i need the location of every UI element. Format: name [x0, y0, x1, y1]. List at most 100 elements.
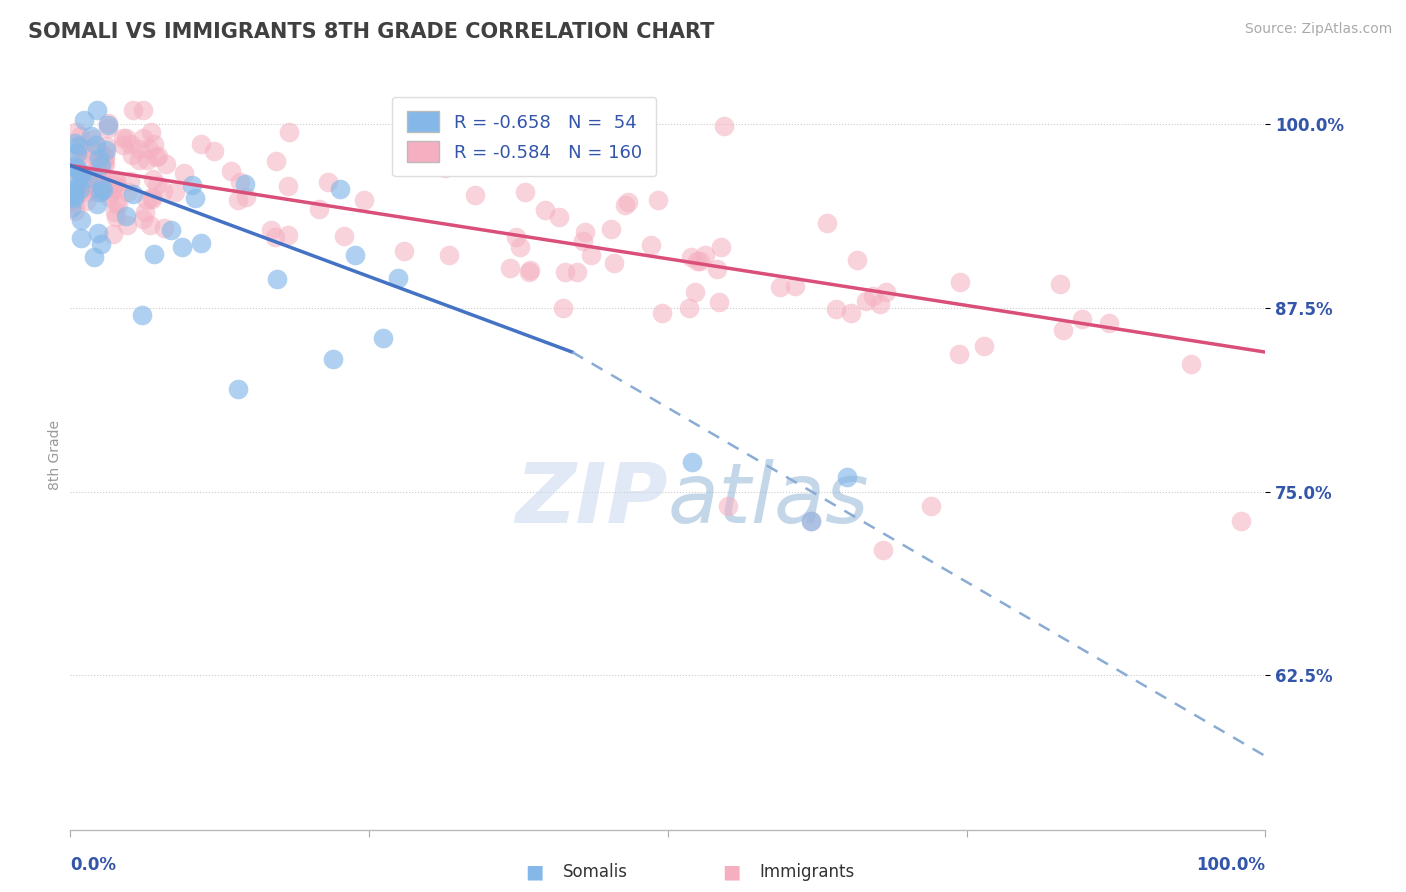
Point: [117, 186, 139, 200]
Point: [689, 254, 711, 268]
Point: [103, 178, 125, 192]
Point: [94, 139, 117, 153]
Point: [685, 285, 707, 299]
Point: [392, 244, 415, 259]
Point: [132, 103, 155, 117]
Point: [89, 163, 111, 178]
Point: [567, 265, 589, 279]
Point: [115, 131, 138, 145]
Point: [90, 168, 112, 182]
Point: [84, 138, 107, 153]
Point: [163, 185, 186, 199]
Point: [226, 382, 249, 396]
Point: [66, 161, 89, 175]
Point: [219, 164, 242, 178]
Point: [153, 220, 176, 235]
Point: [75, 194, 97, 208]
Point: [815, 216, 838, 230]
Point: [122, 103, 145, 117]
Point: [139, 125, 162, 139]
Point: [65, 182, 87, 196]
Point: [90, 154, 112, 169]
Point: [93, 149, 115, 163]
Point: [62, 166, 84, 180]
Point: [264, 229, 287, 244]
Point: [63, 159, 86, 173]
Point: [97, 115, 120, 129]
Point: [89, 185, 111, 199]
Point: [62, 191, 84, 205]
Point: [686, 253, 709, 268]
Point: [572, 234, 595, 248]
Text: atlas: atlas: [668, 459, 869, 541]
Point: [316, 176, 339, 190]
Point: [709, 294, 731, 309]
Point: [86, 197, 108, 211]
Point: [614, 198, 637, 212]
Point: [122, 186, 145, 201]
Point: [226, 193, 249, 207]
Point: [60, 201, 83, 215]
Point: [437, 248, 460, 262]
Point: [69, 182, 91, 196]
Point: [97, 190, 120, 204]
Point: [66, 147, 89, 161]
Point: [70, 146, 93, 161]
Point: [120, 174, 142, 188]
Point: [118, 137, 141, 152]
Point: [678, 301, 700, 315]
Point: [329, 182, 352, 196]
Point: [93, 156, 115, 170]
Point: [509, 240, 531, 254]
Point: [63, 197, 86, 211]
Point: [90, 158, 112, 172]
Text: ZIP: ZIP: [515, 459, 668, 541]
Point: [855, 294, 877, 309]
Point: [190, 236, 212, 251]
Point: [651, 306, 673, 320]
Point: [1098, 316, 1121, 330]
Point: [86, 185, 108, 199]
Point: [190, 137, 212, 152]
Point: [90, 154, 112, 169]
Point: [869, 296, 891, 310]
Point: [60, 189, 83, 203]
Point: [90, 237, 112, 252]
Point: [202, 145, 225, 159]
Point: [105, 176, 128, 190]
Point: [600, 222, 623, 236]
Text: ■: ■: [524, 863, 544, 882]
Point: [66, 146, 89, 161]
Point: [146, 149, 169, 163]
Point: [91, 152, 114, 166]
Point: [134, 205, 156, 219]
Point: [322, 352, 344, 367]
Point: [433, 161, 456, 176]
Point: [97, 118, 120, 132]
Point: [63, 136, 86, 150]
Point: [128, 153, 150, 168]
Point: [1180, 357, 1202, 371]
Point: [63, 204, 86, 219]
Point: [105, 173, 128, 187]
Point: [121, 147, 143, 161]
Point: [111, 130, 134, 145]
Text: 0.0%: 0.0%: [70, 856, 117, 874]
Point: [94, 151, 117, 165]
Point: [69, 129, 91, 144]
Point: [67, 138, 90, 153]
Point: [135, 193, 157, 207]
Point: [768, 280, 790, 294]
Point: [464, 188, 486, 202]
Point: [875, 285, 897, 300]
Point: [91, 183, 114, 197]
Point: [173, 166, 195, 180]
Point: [63, 161, 86, 176]
Text: Source: ZipAtlas.com: Source: ZipAtlas.com: [1244, 22, 1392, 37]
Point: [100, 185, 122, 199]
Point: [66, 186, 89, 201]
Point: [155, 157, 177, 171]
Point: [681, 455, 703, 469]
Point: [141, 172, 163, 186]
Point: [800, 514, 823, 528]
